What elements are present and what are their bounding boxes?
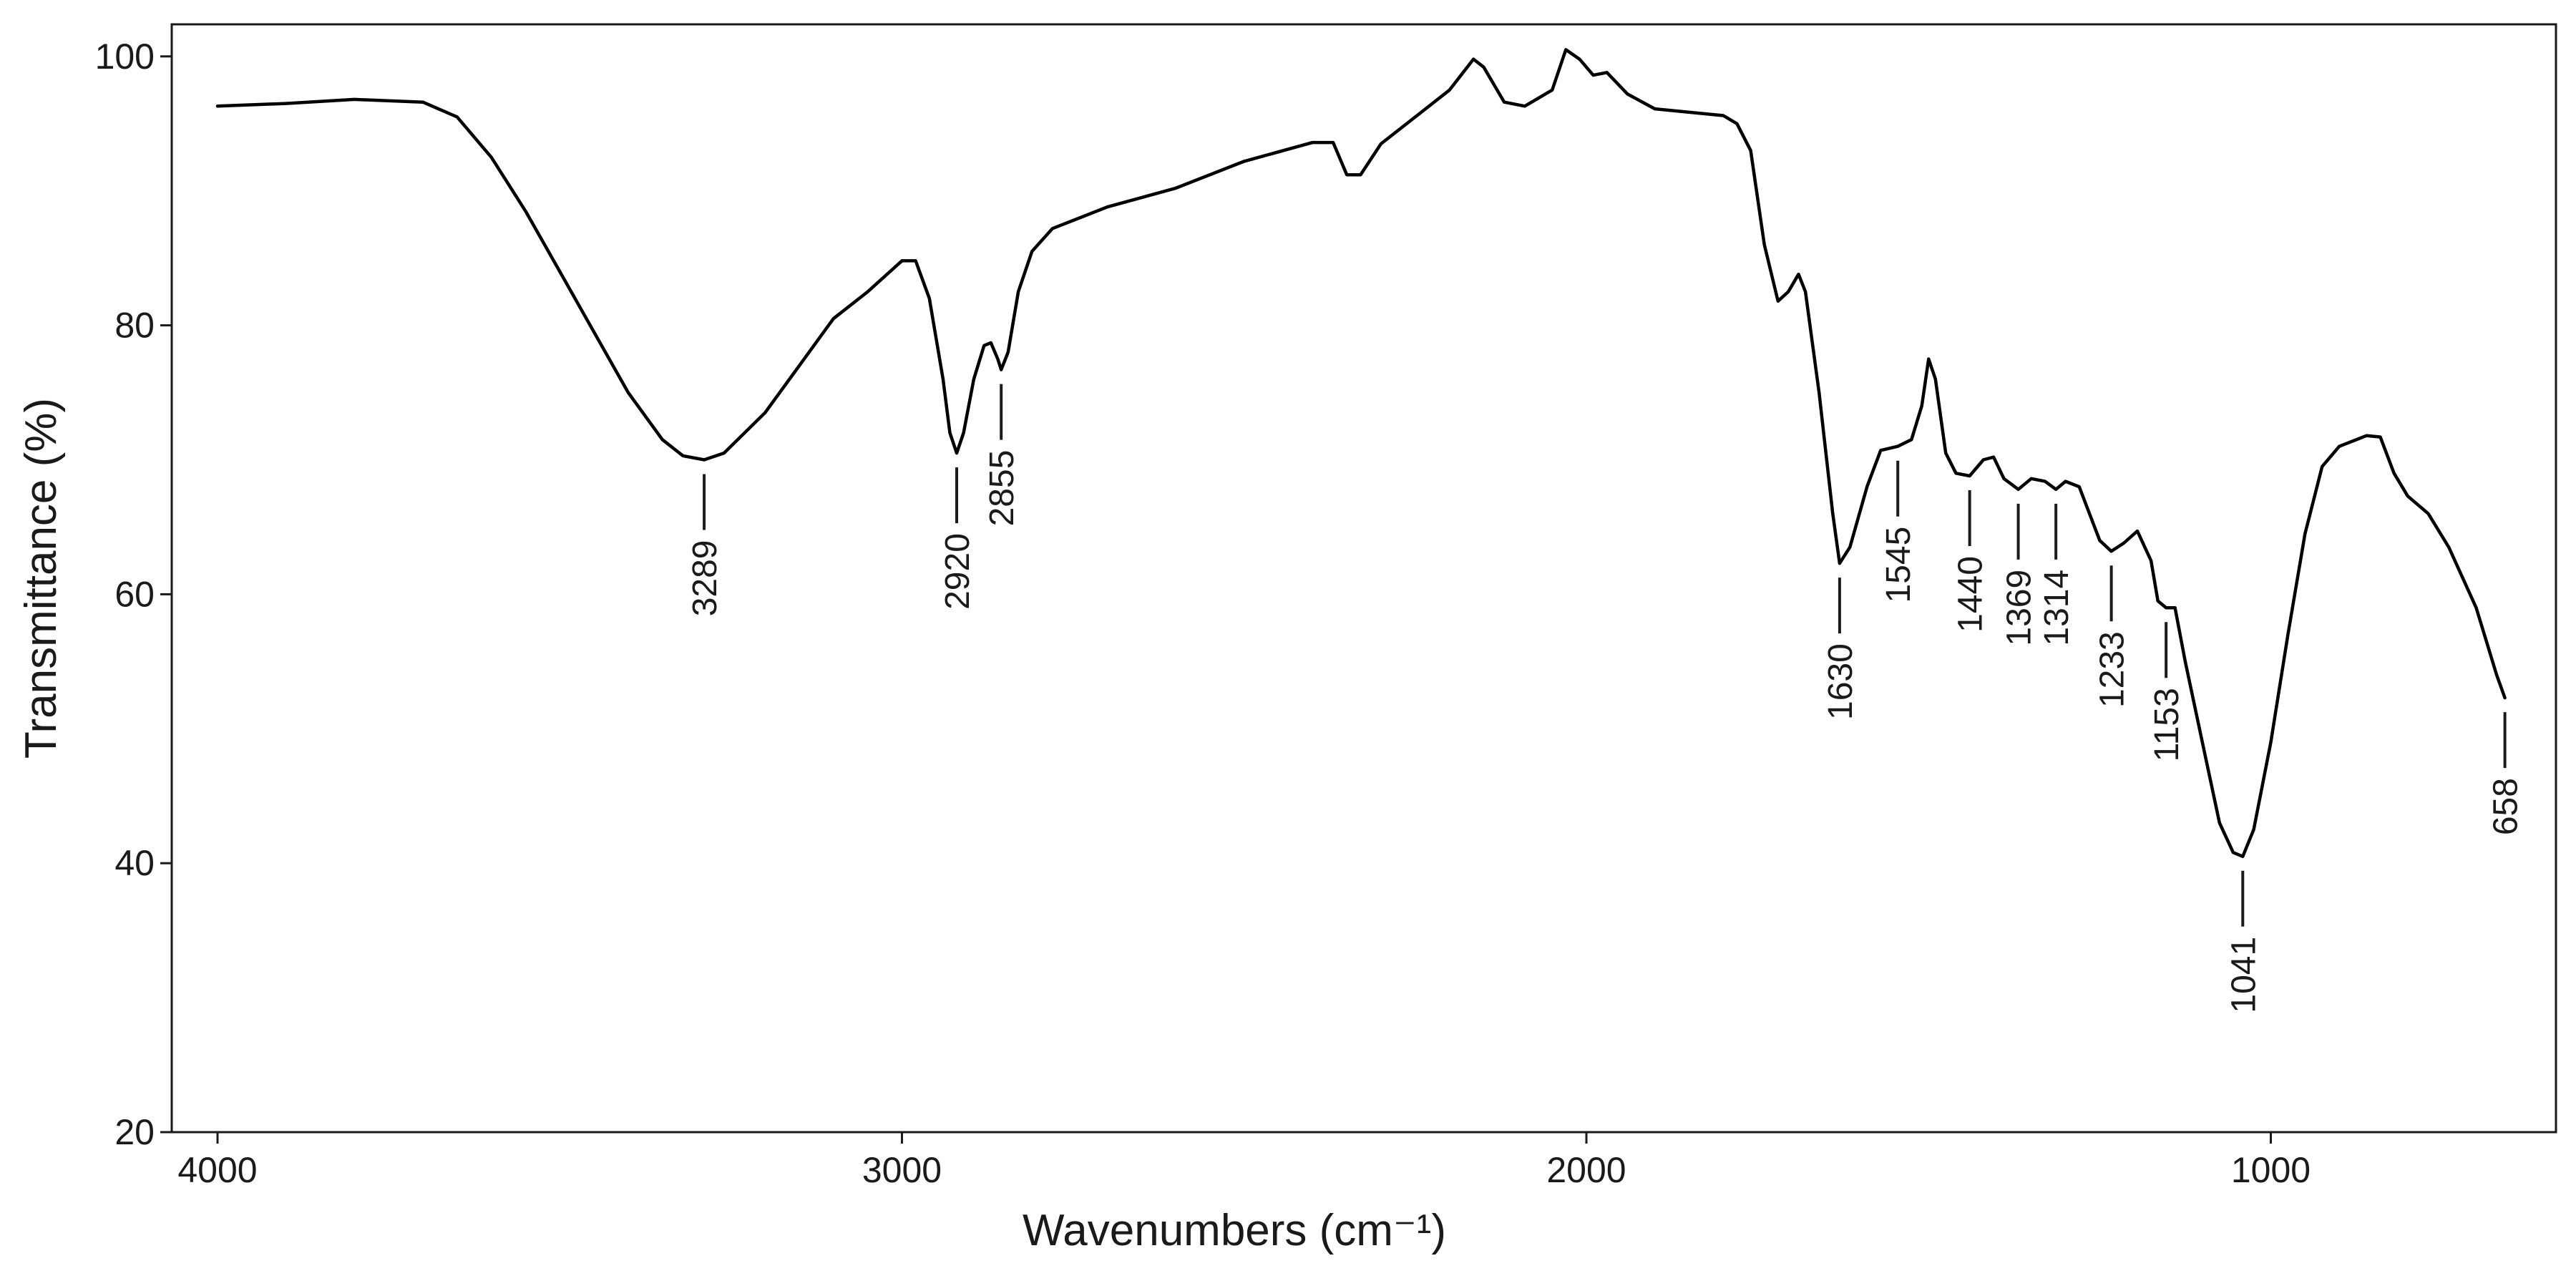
x-tick-label: 2000 bbox=[1546, 1150, 1626, 1190]
peak-label: 1440 bbox=[1952, 556, 1990, 633]
y-tick-label: 20 bbox=[114, 1112, 155, 1152]
peak-label: 2920 bbox=[939, 533, 977, 610]
x-tick-label: 4000 bbox=[177, 1150, 257, 1190]
x-tick-label: 3000 bbox=[862, 1150, 942, 1190]
peak-label: 1630 bbox=[1822, 643, 1860, 720]
peak-label: 1153 bbox=[2148, 688, 2186, 761]
y-tick-label: 80 bbox=[114, 306, 155, 346]
peak-label: 3289 bbox=[686, 540, 724, 617]
y-tick-label: 100 bbox=[95, 36, 155, 77]
peak-label: 1233 bbox=[2094, 631, 2132, 708]
peak-label: 1314 bbox=[2038, 570, 2076, 646]
y-axis-ticks: 100 80 60 40 20 bbox=[95, 36, 172, 1152]
x-tick-label: 1000 bbox=[2231, 1150, 2311, 1190]
y-tick-label: 40 bbox=[114, 843, 155, 883]
x-axis-title: Wavenumbers (cm⁻¹) bbox=[1023, 1206, 1446, 1255]
y-tick-label: 60 bbox=[114, 574, 155, 614]
x-axis-ticks: 4000 3000 2000 1000 bbox=[177, 1132, 2311, 1190]
peak-label: 1041 bbox=[2225, 937, 2263, 1013]
plot-frame bbox=[170, 23, 2557, 1134]
peak-label: 658 bbox=[2487, 778, 2525, 835]
peak-label: 1545 bbox=[1880, 527, 1918, 603]
peak-label: 1369 bbox=[2001, 570, 2039, 646]
peak-label: 2855 bbox=[983, 450, 1021, 527]
spectrum-line bbox=[215, 48, 2507, 859]
y-axis-title: Transmittance (%) bbox=[16, 398, 66, 759]
